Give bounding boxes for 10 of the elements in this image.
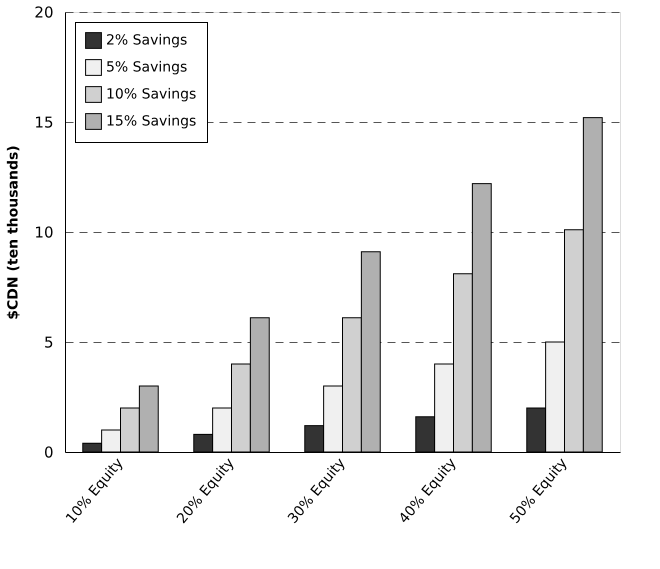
- y-tick-label: 20: [34, 4, 54, 22]
- legend-label: 2% Savings: [106, 32, 188, 48]
- y-tick-label: 5: [44, 334, 54, 352]
- y-tick-label: 15: [34, 114, 54, 132]
- legend-label: 5% Savings: [106, 60, 188, 76]
- y-tick-label: 10: [34, 224, 54, 242]
- y-tick-label: 0: [44, 444, 54, 462]
- y-axis-title: $CDN (ten thousands): [5, 145, 22, 320]
- legend-label: 15% Savings: [106, 114, 196, 130]
- legend-label: 10% Savings: [106, 86, 196, 102]
